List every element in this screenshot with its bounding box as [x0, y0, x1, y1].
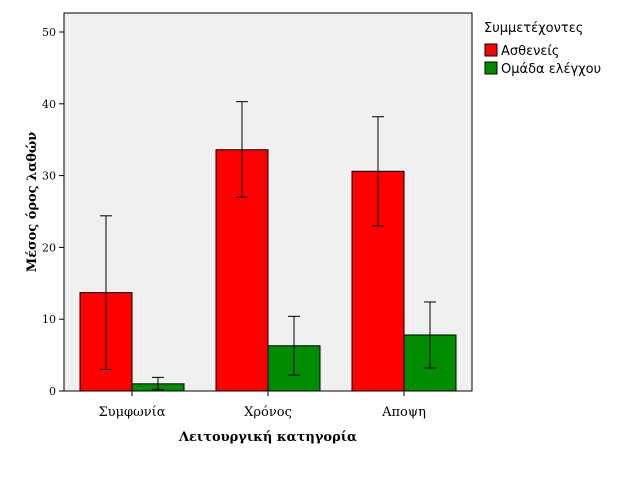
- y-tick-label: 20: [42, 241, 56, 254]
- y-tick-label: 10: [42, 313, 56, 326]
- legend-title: Συμμετέχοντες: [484, 21, 583, 36]
- x-tick-label: Συμφωνία: [98, 405, 165, 420]
- error-bars: [100, 101, 436, 391]
- y-axis-title: Μέσος όρος λαθών: [25, 132, 40, 273]
- x-tick-label: Χρόνος: [244, 405, 292, 420]
- y-tick-label: 40: [42, 98, 56, 111]
- x-axis: Συμφωνία Χρόνος Αποψη: [98, 391, 426, 420]
- y-tick-label: 0: [49, 385, 56, 398]
- legend-swatch: [484, 61, 498, 75]
- y-tick-label: 30: [42, 170, 56, 183]
- x-tick-label: Αποψη: [381, 405, 426, 420]
- y-tick-label: 50: [42, 26, 56, 39]
- legend-label: Ασθενείς: [501, 44, 559, 59]
- x-axis-title: Λειτουργική κατηγορία: [178, 430, 357, 445]
- legend: Συμμετέχοντες Ασθενείς Ομάδα ελέγχου: [484, 21, 601, 77]
- legend-label: Ομάδα ελέγχου: [501, 62, 601, 77]
- y-axis: 0 10 20 30 40 50: [42, 26, 64, 398]
- legend-swatch: [484, 43, 498, 57]
